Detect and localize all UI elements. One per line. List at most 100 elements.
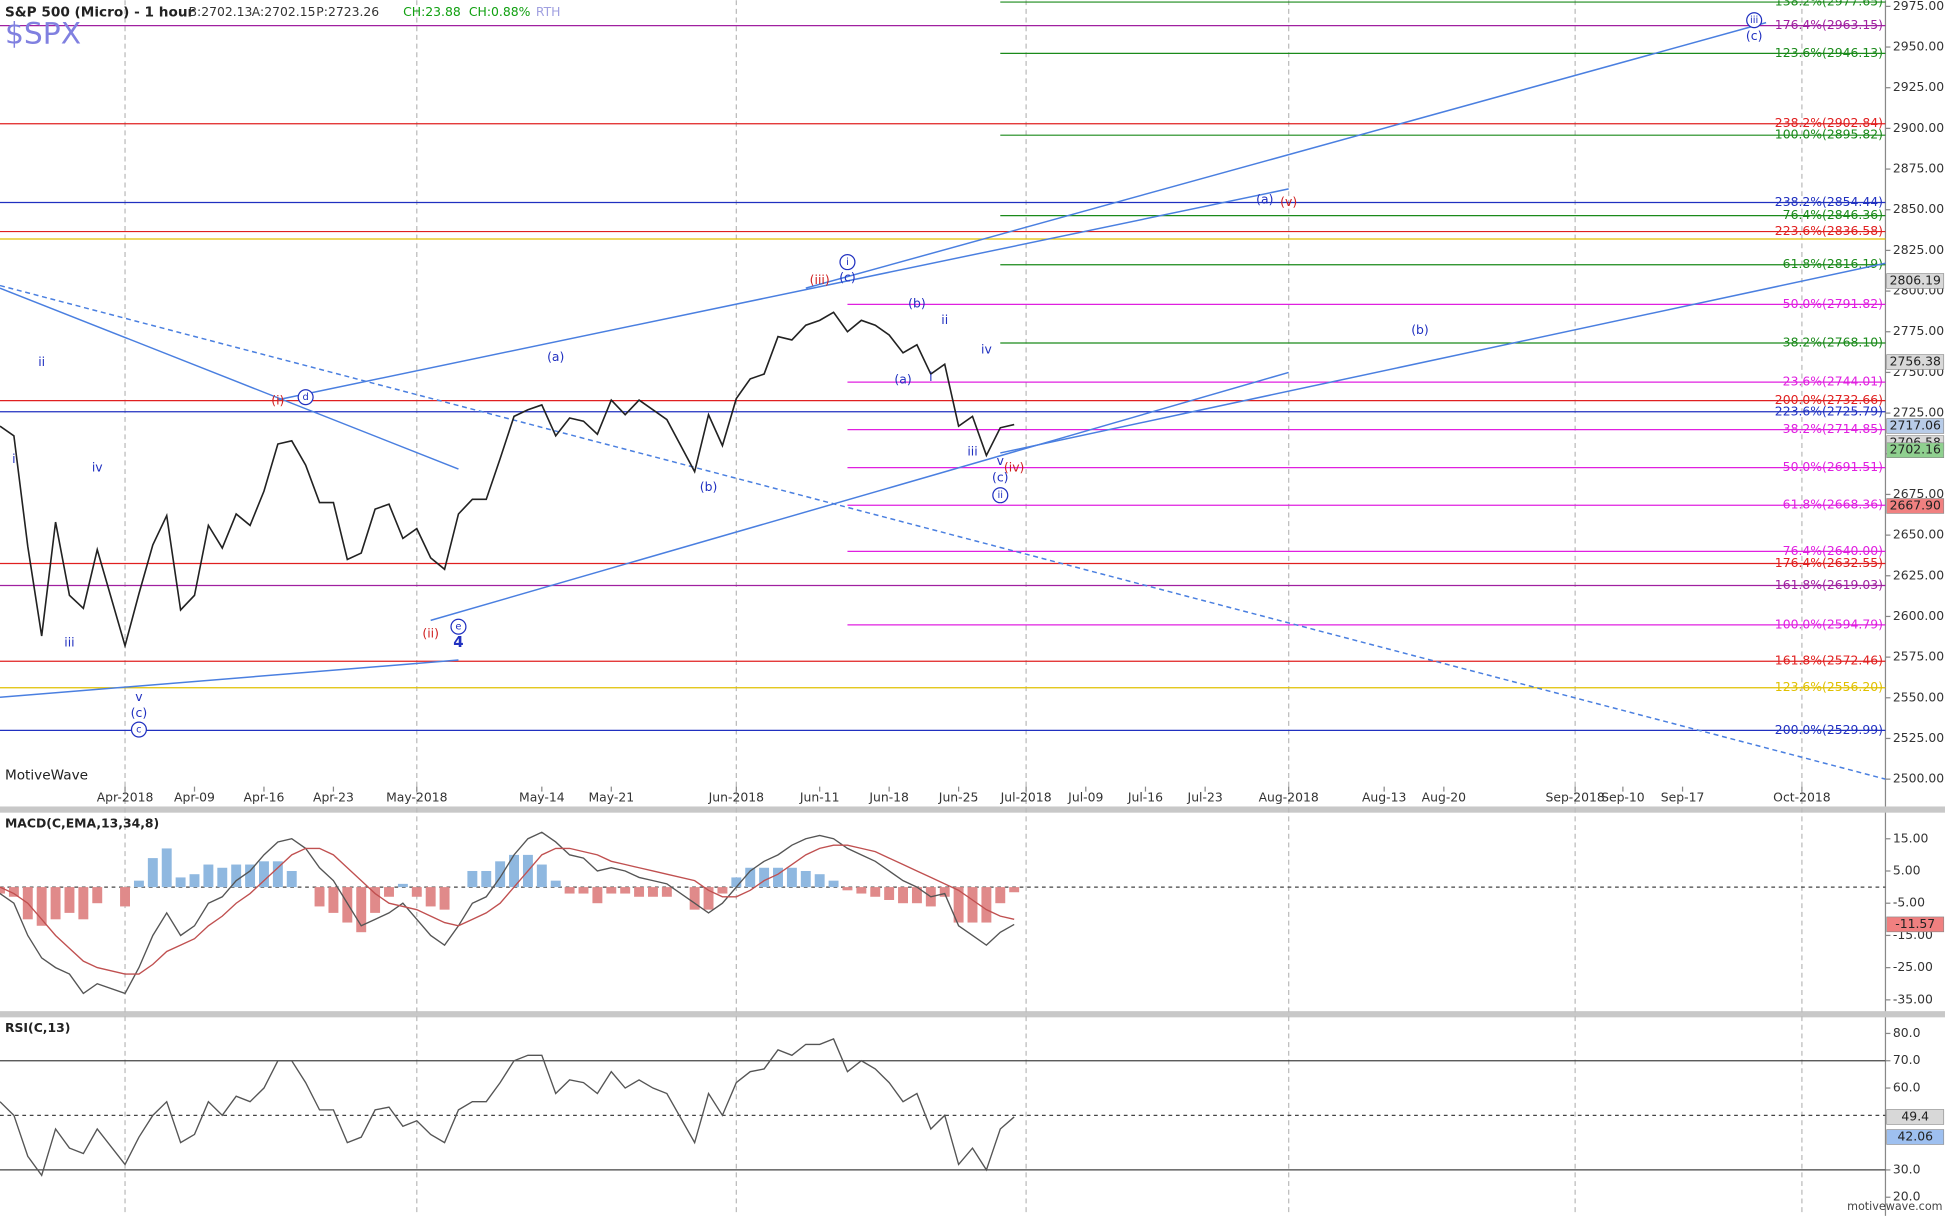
y-tick-label: 60.0 bbox=[1893, 1080, 1921, 1095]
histogram-bar bbox=[50, 887, 61, 920]
x-tick-label: Jun-2018 bbox=[708, 789, 764, 804]
histogram-bar bbox=[259, 861, 269, 888]
wave-label: (iv) bbox=[1004, 459, 1024, 474]
level-label: 38.2%(2714.85) bbox=[1783, 421, 1883, 436]
histogram-bar bbox=[995, 887, 1006, 904]
wave-label: (a) bbox=[1256, 192, 1273, 207]
histogram-bar bbox=[411, 887, 422, 897]
y-tick-label: 2850.00 bbox=[1893, 201, 1944, 216]
level-label: 76.4%(2640.00) bbox=[1783, 543, 1883, 558]
histogram-bar bbox=[120, 887, 130, 907]
trend-line bbox=[0, 659, 459, 699]
level-label: 223.6%(2725.79) bbox=[1775, 403, 1883, 418]
wave-circle bbox=[297, 389, 314, 406]
quote: B:2702.13 bbox=[189, 4, 253, 19]
wave-label: (a) bbox=[547, 349, 564, 364]
x-tick-label: Aug-2018 bbox=[1259, 789, 1319, 804]
histogram-bar bbox=[967, 887, 978, 923]
histogram-bar bbox=[509, 854, 519, 888]
y-tick-label: 70.0 bbox=[1893, 1052, 1921, 1067]
level-label: 238.2%(2854.44) bbox=[1775, 194, 1883, 209]
quote: RTH bbox=[536, 4, 561, 19]
price-tag bbox=[1886, 354, 1945, 370]
histogram-bar bbox=[286, 870, 297, 888]
wave-label: (b) bbox=[908, 296, 926, 311]
histogram-bar bbox=[634, 887, 645, 897]
x-tick-label: Jul-23 bbox=[1187, 789, 1223, 804]
level-label: 176.4%(2963.15) bbox=[1775, 17, 1883, 32]
wave-circle bbox=[130, 721, 147, 738]
histogram-bar bbox=[550, 880, 561, 888]
histogram-bar bbox=[856, 887, 867, 894]
y-tick-label: 2675.00 bbox=[1893, 486, 1944, 501]
level-label: 200.0%(2732.66) bbox=[1775, 392, 1883, 407]
quote: CH:0.88% bbox=[469, 4, 531, 19]
y-tick-label: 2925.00 bbox=[1893, 79, 1944, 94]
histogram-bar bbox=[467, 870, 478, 888]
x-tick-label: Apr-23 bbox=[313, 789, 354, 804]
histogram-bar bbox=[592, 887, 603, 904]
histogram-bar bbox=[606, 887, 617, 894]
wave-label: (i) bbox=[271, 392, 284, 407]
histogram-bar bbox=[911, 887, 922, 904]
histogram-bar bbox=[92, 887, 103, 904]
price-tag-label: 42.06 bbox=[1897, 1129, 1933, 1144]
price-tag-label: 2702.16 bbox=[1890, 442, 1941, 457]
level-label: 100.0%(2895.82) bbox=[1775, 127, 1883, 142]
price-tag-label: 2806.19 bbox=[1890, 273, 1941, 288]
y-tick-label: 2900.00 bbox=[1893, 120, 1944, 135]
wave-label: c bbox=[136, 725, 141, 736]
wave-circle bbox=[1746, 12, 1763, 29]
histogram-bar bbox=[0, 887, 5, 894]
price-tag bbox=[1886, 1129, 1945, 1145]
x-tick-label: Jun-18 bbox=[868, 789, 909, 804]
trend-line bbox=[0, 287, 459, 470]
histogram-bar bbox=[342, 887, 353, 923]
trend-line bbox=[277, 188, 1289, 401]
wave-label: ii bbox=[38, 354, 45, 369]
price-line bbox=[0, 311, 1015, 649]
y-tick-label: 2950.00 bbox=[1893, 39, 1944, 54]
x-tick-label: Aug-13 bbox=[1362, 789, 1406, 804]
price-tag bbox=[1886, 418, 1945, 434]
y-tick-label: 2725.00 bbox=[1893, 405, 1944, 420]
y-tick-label: 15.00 bbox=[1893, 830, 1929, 845]
wave-circle bbox=[450, 618, 467, 635]
histogram-bar bbox=[842, 887, 853, 891]
x-tick-label: Sep-10 bbox=[1601, 789, 1645, 804]
level-label: 61.8%(2816.19) bbox=[1783, 256, 1883, 271]
histogram-bar bbox=[953, 887, 964, 923]
histogram-bar bbox=[356, 887, 367, 933]
histogram-bar bbox=[564, 887, 575, 894]
level-label: 50.0%(2791.82) bbox=[1783, 296, 1883, 311]
x-tick-label: Jul-16 bbox=[1127, 789, 1163, 804]
price-pane: 138.2%(2977.65) 176.4%(2963.15) 123.6%(294… bbox=[0, 0, 1886, 780]
histogram-bar bbox=[786, 867, 797, 888]
histogram-bar bbox=[328, 887, 339, 913]
histogram-bar bbox=[800, 870, 811, 888]
wave-label: (c) bbox=[131, 705, 147, 720]
histogram-bar bbox=[36, 887, 47, 926]
level-label: 23.6%(2744.01) bbox=[1783, 374, 1883, 389]
histogram-bar bbox=[64, 887, 75, 913]
histogram-bar bbox=[620, 887, 631, 894]
histogram-bar bbox=[384, 887, 394, 897]
level-label: 50.0%(2691.51) bbox=[1783, 459, 1883, 474]
pane-separator bbox=[0, 806, 1945, 813]
level-label: 223.6%(2836.58) bbox=[1775, 223, 1883, 238]
y-tick-label: 2975.00 bbox=[1893, 0, 1944, 13]
x-tick-label: Oct-2018 bbox=[1773, 789, 1831, 804]
histogram-bar bbox=[536, 864, 547, 888]
level-label: 161.8%(2619.03) bbox=[1775, 577, 1883, 592]
y-tick-label: 2500.00 bbox=[1893, 771, 1944, 786]
wave-label: (b) bbox=[1411, 322, 1429, 337]
price-tag bbox=[1886, 916, 1945, 933]
wave-label: v bbox=[997, 453, 1004, 468]
y-tick-label: 2600.00 bbox=[1893, 608, 1944, 623]
histogram-bar bbox=[578, 887, 589, 894]
wave-label: iii bbox=[967, 443, 977, 458]
wave-label: (ii) bbox=[422, 626, 439, 641]
histogram-bar bbox=[773, 867, 783, 888]
y-tick-label: 2775.00 bbox=[1893, 323, 1944, 338]
y-tick-label: 2575.00 bbox=[1893, 649, 1944, 664]
